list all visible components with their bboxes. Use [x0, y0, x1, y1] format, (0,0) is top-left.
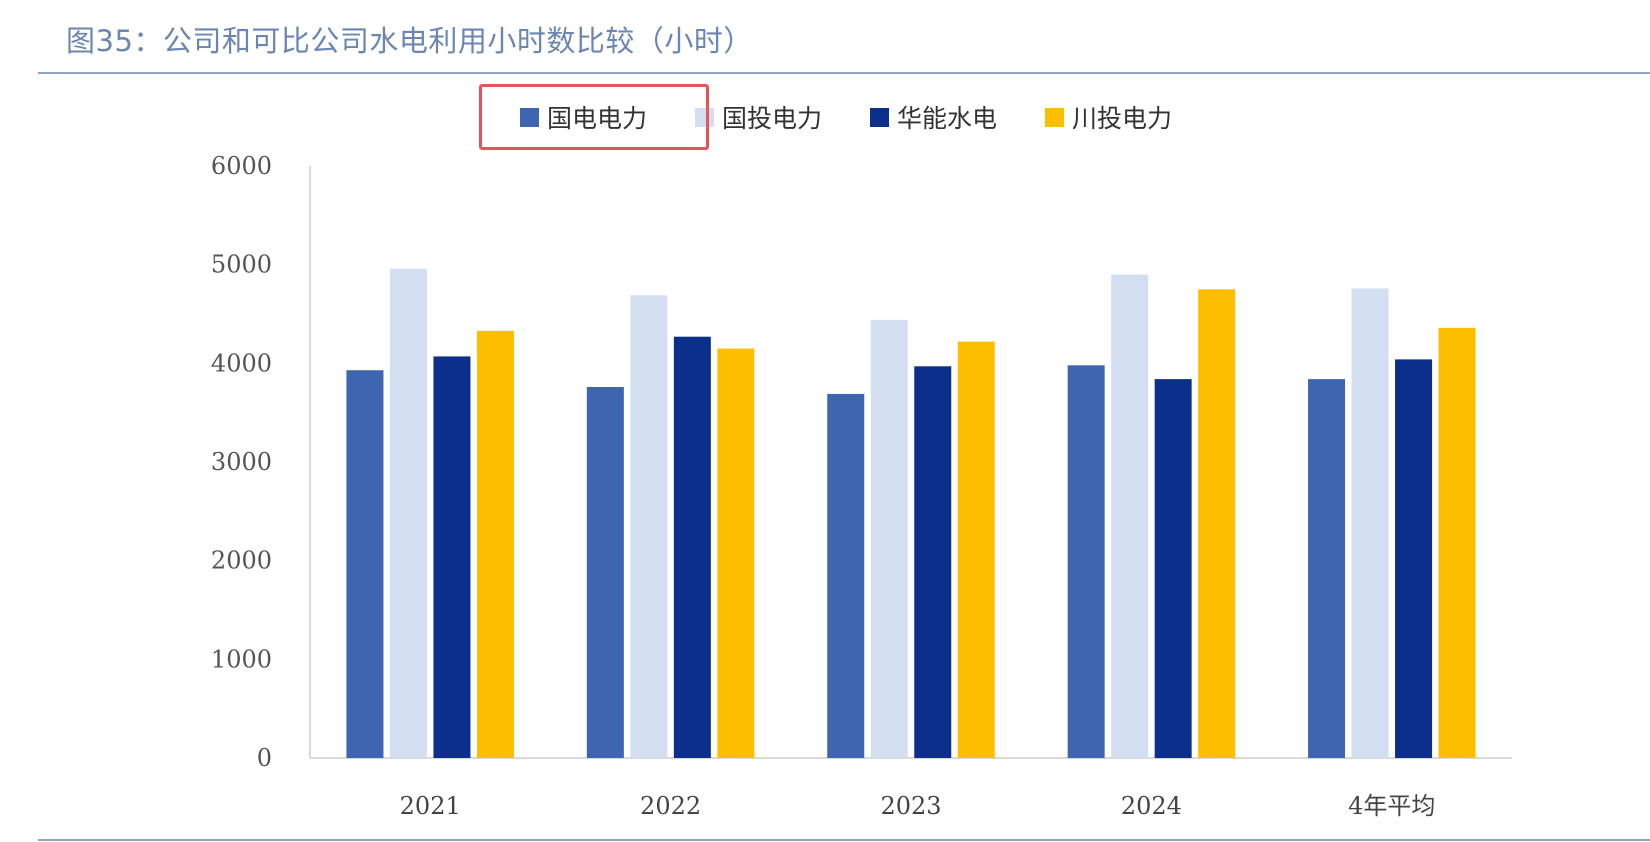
y-tick-label: 2000: [211, 547, 272, 575]
y-tick-label: 6000: [211, 152, 272, 180]
legend-label-guodian: 国电电力: [547, 104, 648, 133]
legend-item-guotou[interactable]: 国投电力: [695, 97, 822, 137]
legend-swatch-chuantou: [1045, 107, 1065, 127]
y-tick-label: 3000: [211, 448, 272, 476]
legend-item-guodian[interactable]: 国电电力: [520, 97, 647, 137]
bar-3-2023: [914, 366, 952, 758]
bar-1-2022: [586, 387, 624, 758]
legend-item-huaneng[interactable]: 华能水电: [870, 97, 997, 137]
y-tick-label: 4000: [211, 349, 272, 377]
bar-2-2023: [870, 319, 908, 758]
bar-1-2023: [827, 393, 865, 758]
bar-1-4年平均: [1308, 379, 1346, 758]
x-category-label: 4年平均: [1348, 792, 1435, 820]
bar-3-2024: [1154, 379, 1192, 758]
legend-item-chuantou[interactable]: 川投电力: [1045, 97, 1172, 137]
figure-title: 图35：公司和可比公司水电利用小时数比较（小时）: [66, 24, 753, 58]
bar-2-2022: [630, 295, 668, 758]
bar-2-2024: [1111, 274, 1149, 758]
bar-3-2021: [433, 356, 471, 758]
legend-label-guotou: 国投电力: [722, 104, 823, 133]
bar-3-2022: [673, 336, 711, 758]
legend-label-chuantou: 川投电力: [1072, 104, 1173, 133]
bar-1-2024: [1067, 365, 1105, 758]
y-tick-label: 5000: [211, 251, 272, 279]
y-tick-label: 0: [257, 744, 272, 772]
bar-4-2023: [957, 341, 995, 758]
legend-highlight-box: [479, 84, 709, 150]
bar-3-4年平均: [1395, 359, 1433, 758]
legend-swatch-huaneng: [870, 107, 890, 127]
x-category-label: 2021: [400, 792, 461, 820]
bottom-divider: [38, 839, 1650, 841]
bar-2-2021: [389, 268, 427, 758]
legend-swatch-guodian: [520, 107, 539, 127]
bar-4-2021: [476, 330, 514, 758]
bar-4-2022: [717, 348, 755, 758]
bar-1-2021: [346, 370, 384, 758]
title-divider: [38, 72, 1650, 74]
bar-4-4年平均: [1438, 327, 1476, 758]
legend-swatch-guotou: [695, 107, 715, 127]
x-category-label: 2024: [1121, 792, 1182, 820]
bar-2-4年平均: [1351, 288, 1389, 758]
bar-4-2024: [1198, 289, 1236, 758]
x-category-label: 2022: [640, 792, 701, 820]
legend-label-huaneng: 华能水电: [897, 104, 998, 133]
chart-legend: 国电电力 国投电力 华能水电 川投电力: [520, 97, 1220, 137]
y-tick-label: 1000: [211, 645, 272, 673]
x-category-label: 2023: [880, 792, 941, 820]
